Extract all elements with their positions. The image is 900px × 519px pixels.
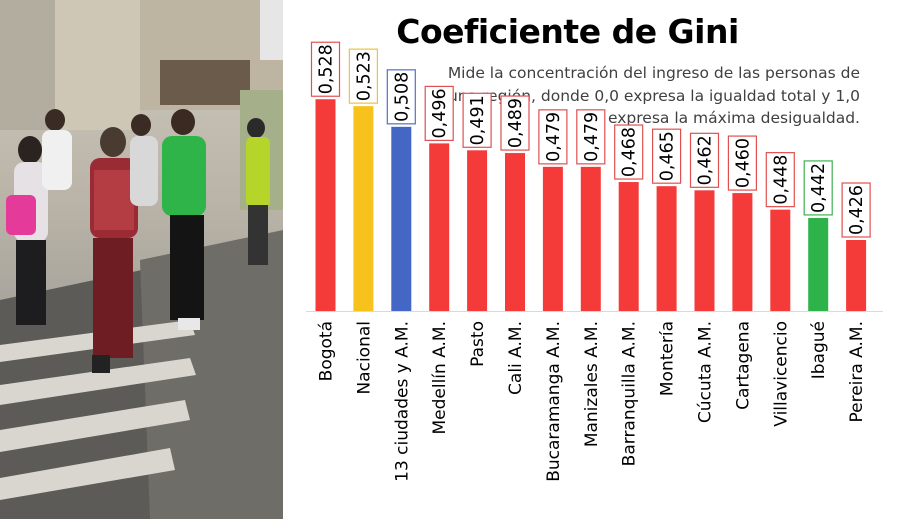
value-label-box-14 xyxy=(841,182,871,238)
value-label-14: 0,426 xyxy=(847,185,867,235)
chart-subtitle-line-2: una región, donde 0,0 expresa la igualda… xyxy=(447,86,860,105)
value-label-box-4 xyxy=(462,92,492,148)
category-label-1: Nacional xyxy=(354,321,374,395)
value-label-0: 0,528 xyxy=(317,44,337,94)
value-label-10: 0,462 xyxy=(696,135,716,185)
category-label-10: Cúcuta A.M. xyxy=(696,321,716,423)
value-label-8: 0,468 xyxy=(620,127,640,177)
value-label-9: 0,465 xyxy=(658,131,678,181)
category-label-13: Ibagué xyxy=(809,321,829,379)
bar-0 xyxy=(315,99,336,312)
value-label-box-7 xyxy=(576,109,606,165)
value-label-3: 0,496 xyxy=(430,88,450,138)
bar-1 xyxy=(353,106,374,311)
chart-subtitle-line-3: expresa la máxima desigualdad. xyxy=(607,109,860,127)
value-label-box-13 xyxy=(803,160,833,216)
bar-10 xyxy=(694,190,715,311)
category-label-0: Bogotá xyxy=(317,321,337,381)
value-label-6: 0,479 xyxy=(544,112,564,162)
value-label-5: 0,489 xyxy=(506,98,526,148)
value-label-box-10 xyxy=(689,132,720,188)
category-label-14: Pereira A.M. xyxy=(847,321,867,423)
value-label-box-9 xyxy=(652,128,682,184)
value-label-box-8 xyxy=(614,124,644,180)
bar-8 xyxy=(618,182,639,311)
bar-14 xyxy=(846,240,867,311)
gini-bar-chart: 0,528 Bogotá 0,523 Nacional 0,508 13 ciudades… xyxy=(306,41,883,482)
category-label-6: Bucaramanga A.M. xyxy=(544,321,564,482)
category-label-4: Pasto xyxy=(468,321,488,367)
value-label-box-12 xyxy=(765,152,795,208)
bar-5 xyxy=(505,153,525,311)
bar-2 xyxy=(391,126,412,311)
value-label-box-11 xyxy=(727,135,757,191)
bar-3 xyxy=(429,143,450,311)
category-label-7: Manizales A.M. xyxy=(582,321,602,447)
bar-11 xyxy=(732,193,753,311)
value-label-1: 0,523 xyxy=(354,51,374,101)
bar-9 xyxy=(656,186,677,311)
value-label-box-5 xyxy=(500,95,530,151)
category-label-5: Cali A.M. xyxy=(506,321,526,395)
value-label-2: 0,508 xyxy=(392,72,412,122)
value-label-13: 0,442 xyxy=(809,163,829,213)
category-label-8: Barranquilla A.M. xyxy=(620,321,640,466)
chart-title: Coeficiente de Gini xyxy=(396,12,739,51)
value-label-box-6 xyxy=(538,109,568,165)
value-label-7: 0,479 xyxy=(582,112,602,162)
chart-subtitle-line-1: Mide la concentración del ingreso de las… xyxy=(447,64,860,82)
category-label-9: Montería xyxy=(658,321,678,396)
value-label-box-1 xyxy=(348,48,379,104)
bar-4 xyxy=(467,150,488,311)
bar-12 xyxy=(770,209,791,311)
category-label-3: Medellín A.M. xyxy=(430,321,450,435)
category-label-12: Villavicencio xyxy=(771,321,791,427)
category-label-11: Cartagena xyxy=(733,321,753,410)
pedestrian-street-photo xyxy=(0,0,283,519)
bar-7 xyxy=(580,166,601,311)
value-label-11: 0,460 xyxy=(733,138,753,188)
bar-13 xyxy=(808,217,829,311)
value-label-12: 0,448 xyxy=(771,155,791,205)
category-label-2: 13 ciudades y A.M. xyxy=(392,321,412,482)
value-label-box-3 xyxy=(424,85,454,142)
value-label-box-0 xyxy=(310,41,341,97)
value-label-box-2 xyxy=(386,69,416,125)
bar-6 xyxy=(542,166,563,311)
value-label-4: 0,491 xyxy=(468,95,488,145)
chart-subtitle: Mide la concentración del ingreso de las… xyxy=(395,62,860,130)
